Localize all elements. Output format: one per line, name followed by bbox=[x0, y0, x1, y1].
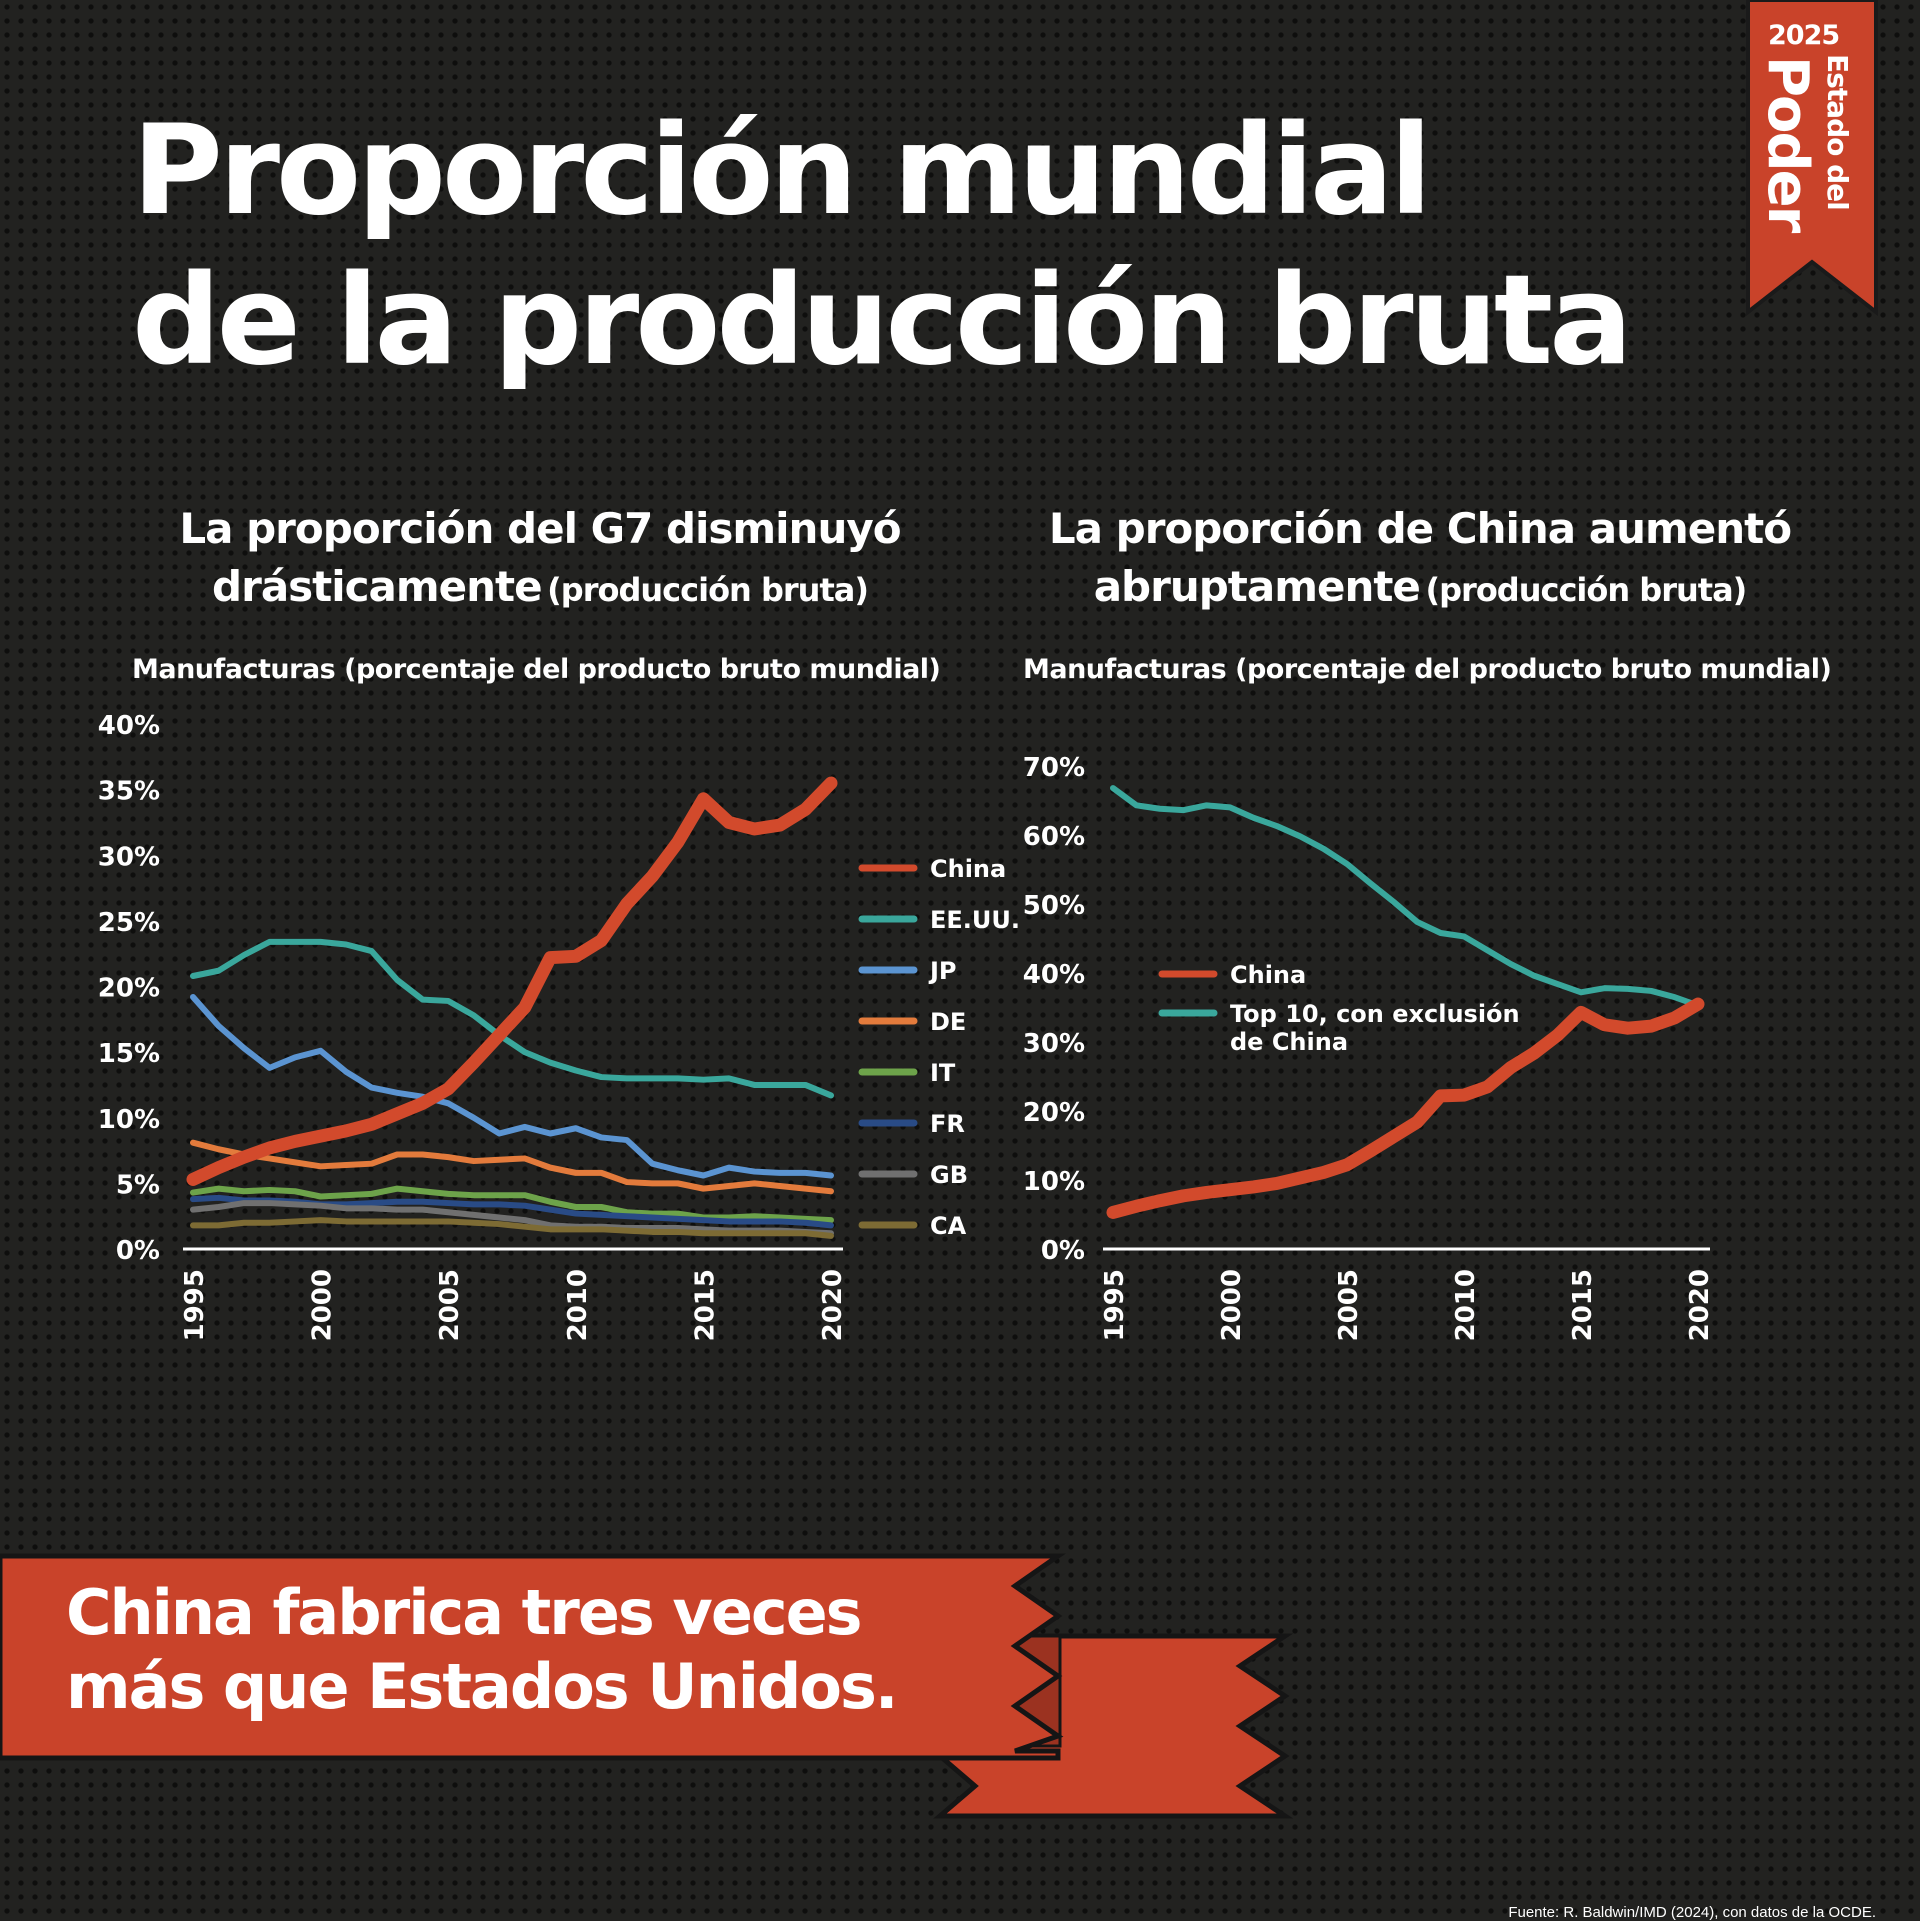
chart-2-series-china bbox=[1106, 997, 1705, 1219]
page-title: Proporción mundial de la producción brut… bbox=[132, 96, 1633, 396]
chart-1-x-tick-label: 2000 bbox=[308, 1269, 338, 1341]
chart-2-legend-label-line-2: de China bbox=[1230, 1028, 1348, 1056]
banner-line-2: más que Estados Unidos. bbox=[66, 1650, 898, 1723]
badge-ribbon bbox=[1746, 0, 1878, 316]
chart-2-x-tick-label: 2005 bbox=[1334, 1269, 1364, 1341]
chart-1-y-tick-label: 20% bbox=[98, 974, 160, 1004]
chart-2-series-top-10-con-exclusi-n bbox=[1110, 785, 1701, 1009]
badge-text: 2025 Estado del Poder bbox=[1755, 16, 1868, 266]
chart-2-y-tick-label: 60% bbox=[1023, 822, 1085, 852]
chart-1-y-tick-label: 35% bbox=[98, 777, 160, 807]
badge-year: 2025 bbox=[1768, 20, 1840, 51]
chart-2-x-tick-label: 1995 bbox=[1100, 1269, 1130, 1341]
chart-1-series-de bbox=[190, 1139, 834, 1195]
chart-1-y-tick-label: 30% bbox=[98, 842, 160, 872]
chart-1-y-tick-label: 10% bbox=[98, 1105, 160, 1135]
chart-2-legend-label: China bbox=[1230, 961, 1306, 989]
banner-line-1: China fabrica tres veces bbox=[66, 1576, 863, 1649]
chart-1-legend-label: FR bbox=[930, 1110, 965, 1138]
chart-1-series-it bbox=[190, 1185, 834, 1224]
headline-banner bbox=[0, 1553, 1294, 1819]
chart-2-y-tick-label: 10% bbox=[1023, 1167, 1085, 1197]
chart-1-x-tick-label: 2020 bbox=[818, 1269, 848, 1341]
title-line-1: Proporción mundial bbox=[132, 99, 1432, 243]
chart-1-series-china bbox=[186, 776, 838, 1186]
source-note: Fuente: R. Baldwin/IMD (2024), con datos… bbox=[1508, 1904, 1876, 1921]
chart-1-title: La proporción del G7 disminuyó bbox=[179, 504, 901, 553]
chart-2-title-line-2: abruptamente bbox=[1093, 562, 1421, 611]
chart-1-title-suffix: (producción bruta) bbox=[547, 571, 869, 609]
chart-2-y-tick-label: 50% bbox=[1023, 891, 1085, 921]
chart-1-y-tick-label: 25% bbox=[98, 908, 160, 938]
chart-1-series-jp bbox=[190, 994, 834, 1179]
chart-1-y-tick-label: 5% bbox=[116, 1170, 160, 1200]
chart-2-x-tick-label: 2015 bbox=[1568, 1269, 1598, 1341]
chart-2-title: La proporción de China aumentó bbox=[1048, 504, 1792, 553]
chart-2-x-tick-label: 2000 bbox=[1217, 1269, 1247, 1341]
chart-2-y-tick-label: 40% bbox=[1023, 960, 1085, 990]
chart-2-y-tick-label: 30% bbox=[1023, 1029, 1085, 1059]
chart-1-heading: La proporción del G7 disminuyó drásticam… bbox=[130, 500, 950, 616]
chart-1-x-tick-label: 2015 bbox=[690, 1269, 720, 1341]
chart-1-legend-label: DE bbox=[930, 1008, 966, 1036]
chart-1-legend-label: IT bbox=[930, 1059, 956, 1087]
chart-2-y-tick-label: 70% bbox=[1023, 753, 1085, 783]
chart-1-y-tick-label: 0% bbox=[116, 1236, 160, 1266]
chart-2-y-tick-label: 0% bbox=[1041, 1236, 1085, 1266]
chart-1-x-tick-label: 2010 bbox=[563, 1269, 593, 1341]
chart-1-x-tick-label: 1995 bbox=[180, 1269, 210, 1341]
chart-1-legend-label: JP bbox=[928, 957, 957, 985]
chart-1-legend-label: China bbox=[930, 855, 1006, 883]
chart-1-legend-label: EE.UU. bbox=[930, 906, 1020, 934]
chart-1-legend-label: GB bbox=[930, 1161, 968, 1189]
chart-1-title-line-2: drásticamente bbox=[212, 562, 543, 611]
chart-1-y-tick-label: 40% bbox=[98, 711, 160, 741]
chart-2-y-tick-label: 20% bbox=[1023, 1098, 1085, 1128]
chart-1-y-tick-label: 15% bbox=[98, 1039, 160, 1069]
chart-2-title-suffix: (producción bruta) bbox=[1425, 571, 1748, 609]
chart-1-series-ca bbox=[190, 1217, 834, 1239]
chart-2-heading: La proporción de China aumentó abruptame… bbox=[1010, 500, 1830, 616]
chart-2-subtitle: Manufacturas (porcentaje del producto br… bbox=[1023, 654, 1832, 685]
chart-2-legend-label: Top 10, con exclusión bbox=[1230, 1000, 1520, 1028]
title-line-2: de la producción bruta bbox=[132, 249, 1633, 393]
chart-1-x-tick-label: 2005 bbox=[435, 1269, 465, 1341]
chart-1-series-ee-uu- bbox=[190, 938, 834, 1099]
chart-2-x-tick-label: 2020 bbox=[1685, 1269, 1715, 1341]
banner-headline: China fabrica tres veces más que Estados… bbox=[66, 1576, 898, 1724]
chart-2-x-tick-label: 2010 bbox=[1451, 1269, 1481, 1341]
chart-1-legend-label: CA bbox=[930, 1212, 967, 1240]
chart-1-subtitle: Manufacturas (porcentaje del producto br… bbox=[132, 654, 941, 685]
